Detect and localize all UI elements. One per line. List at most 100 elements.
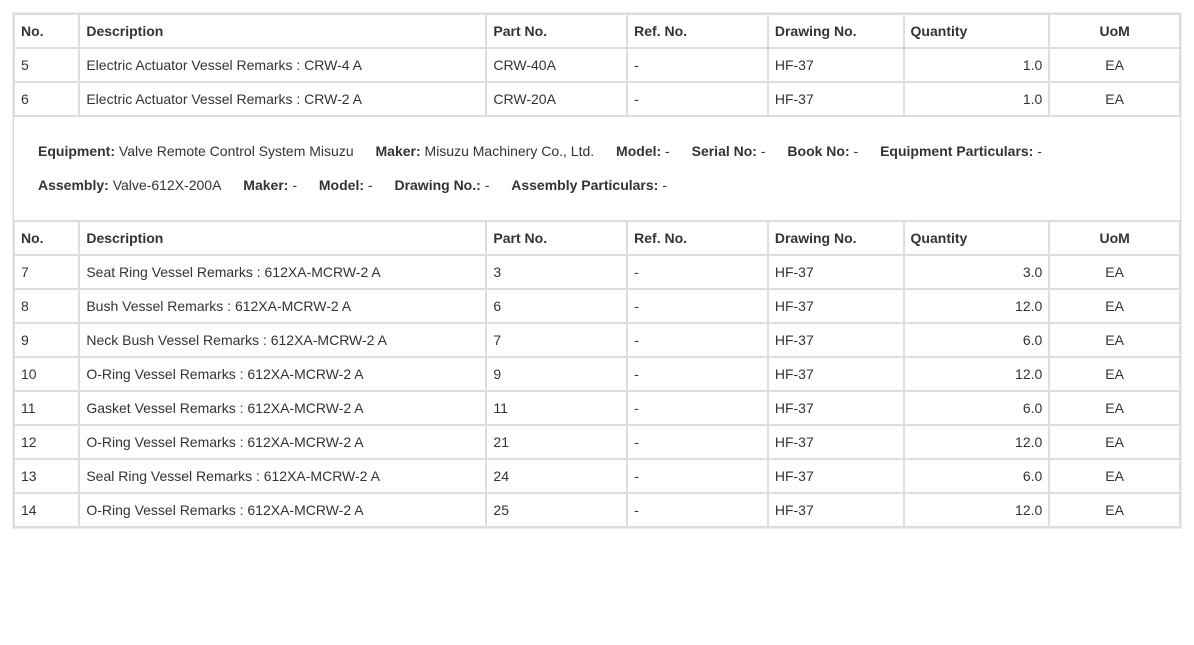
assembly-particulars-value: - xyxy=(662,177,667,193)
cell-refno: - xyxy=(627,48,768,82)
cell-no: 7 xyxy=(14,255,79,289)
cell-partno: CRW-40A xyxy=(486,48,627,82)
cell-description: O-Ring Vessel Remarks : 612XA-MCRW-2 A xyxy=(79,357,486,391)
cell-partno: 6 xyxy=(486,289,627,323)
cell-refno: - xyxy=(627,82,768,116)
cell-quantity: 12.0 xyxy=(904,493,1050,527)
cell-uom: EA xyxy=(1049,289,1180,323)
cell-refno: - xyxy=(627,255,768,289)
cell-description: Bush Vessel Remarks : 612XA-MCRW-2 A xyxy=(79,289,486,323)
cell-uom: EA xyxy=(1049,459,1180,493)
cell-partno: 9 xyxy=(486,357,627,391)
serial-label: Serial No: xyxy=(692,143,757,159)
assembly-model-value: - xyxy=(368,177,373,193)
cell-no: 12 xyxy=(14,425,79,459)
cell-partno: 24 xyxy=(486,459,627,493)
assembly-value: Valve-612X-200A xyxy=(113,177,222,193)
cell-quantity: 6.0 xyxy=(904,323,1050,357)
table-row: 10O-Ring Vessel Remarks : 612XA-MCRW-2 A… xyxy=(14,357,1180,391)
cell-partno: 3 xyxy=(486,255,627,289)
cell-partno: 21 xyxy=(486,425,627,459)
cell-no: 11 xyxy=(14,391,79,425)
col-partno-header: Part No. xyxy=(486,221,627,255)
meta-line-equipment: Equipment: Valve Remote Control System M… xyxy=(38,135,1156,169)
cell-partno: CRW-20A xyxy=(486,82,627,116)
cell-description: O-Ring Vessel Remarks : 612XA-MCRW-2 A xyxy=(79,493,486,527)
cell-no: 9 xyxy=(14,323,79,357)
cell-description: Neck Bush Vessel Remarks : 612XA-MCRW-2 … xyxy=(79,323,486,357)
page-container: No. Description Part No. Ref. No. Drawin… xyxy=(12,12,1182,529)
table-row: 9Neck Bush Vessel Remarks : 612XA-MCRW-2… xyxy=(14,323,1180,357)
model-value: - xyxy=(665,143,670,159)
col-quantity-header: Quantity xyxy=(904,14,1050,48)
cell-drawingno: HF-37 xyxy=(768,357,904,391)
col-uom-header: UoM xyxy=(1049,221,1180,255)
cell-partno: 11 xyxy=(486,391,627,425)
cell-uom: EA xyxy=(1049,82,1180,116)
cell-refno: - xyxy=(627,459,768,493)
cell-quantity: 3.0 xyxy=(904,255,1050,289)
book-value: - xyxy=(854,143,859,159)
table-row: 7Seat Ring Vessel Remarks : 612XA-MCRW-2… xyxy=(14,255,1180,289)
cell-no: 10 xyxy=(14,357,79,391)
cell-drawingno: HF-37 xyxy=(768,255,904,289)
cell-no: 13 xyxy=(14,459,79,493)
cell-drawingno: HF-37 xyxy=(768,493,904,527)
assembly-maker-label: Maker: xyxy=(243,177,288,193)
parts-table-2: No. Description Part No. Ref. No. Drawin… xyxy=(13,221,1181,528)
cell-description: Gasket Vessel Remarks : 612XA-MCRW-2 A xyxy=(79,391,486,425)
cell-quantity: 12.0 xyxy=(904,289,1050,323)
equipment-value: Valve Remote Control System Misuzu xyxy=(119,143,354,159)
cell-drawingno: HF-37 xyxy=(768,48,904,82)
cell-drawingno: HF-37 xyxy=(768,425,904,459)
cell-no: 5 xyxy=(14,48,79,82)
col-partno-header: Part No. xyxy=(486,14,627,48)
col-description-header: Description xyxy=(79,221,486,255)
table-row: 6Electric Actuator Vessel Remarks : CRW-… xyxy=(14,82,1180,116)
cell-partno: 7 xyxy=(486,323,627,357)
cell-quantity: 6.0 xyxy=(904,459,1050,493)
cell-drawingno: HF-37 xyxy=(768,289,904,323)
equipment-label: Equipment: xyxy=(38,143,115,159)
table-row: 11Gasket Vessel Remarks : 612XA-MCRW-2 A… xyxy=(14,391,1180,425)
cell-quantity: 1.0 xyxy=(904,82,1050,116)
table-row: 14O-Ring Vessel Remarks : 612XA-MCRW-2 A… xyxy=(14,493,1180,527)
cell-quantity: 12.0 xyxy=(904,357,1050,391)
col-description-header: Description xyxy=(79,14,486,48)
equipment-meta-block: Equipment: Valve Remote Control System M… xyxy=(13,117,1181,221)
table-row: 13Seal Ring Vessel Remarks : 612XA-MCRW-… xyxy=(14,459,1180,493)
cell-uom: EA xyxy=(1049,48,1180,82)
assembly-maker-value: - xyxy=(292,177,297,193)
cell-no: 14 xyxy=(14,493,79,527)
cell-no: 8 xyxy=(14,289,79,323)
cell-no: 6 xyxy=(14,82,79,116)
assembly-drawing-label: Drawing No.: xyxy=(394,177,480,193)
assembly-label: Assembly: xyxy=(38,177,109,193)
cell-quantity: 6.0 xyxy=(904,391,1050,425)
parts-table-1: No. Description Part No. Ref. No. Drawin… xyxy=(13,13,1181,117)
table-row: 5Electric Actuator Vessel Remarks : CRW-… xyxy=(14,48,1180,82)
col-refno-header: Ref. No. xyxy=(627,14,768,48)
assembly-drawing-value: - xyxy=(485,177,490,193)
col-quantity-header: Quantity xyxy=(904,221,1050,255)
cell-refno: - xyxy=(627,323,768,357)
table-header-row: No. Description Part No. Ref. No. Drawin… xyxy=(14,14,1180,48)
cell-refno: - xyxy=(627,493,768,527)
cell-refno: - xyxy=(627,289,768,323)
cell-uom: EA xyxy=(1049,357,1180,391)
cell-uom: EA xyxy=(1049,323,1180,357)
cell-refno: - xyxy=(627,391,768,425)
serial-value: - xyxy=(761,143,766,159)
cell-partno: 25 xyxy=(486,493,627,527)
book-label: Book No: xyxy=(787,143,849,159)
cell-uom: EA xyxy=(1049,493,1180,527)
col-uom-header: UoM xyxy=(1049,14,1180,48)
model-label: Model: xyxy=(616,143,661,159)
col-drawingno-header: Drawing No. xyxy=(768,14,904,48)
table-row: 12O-Ring Vessel Remarks : 612XA-MCRW-2 A… xyxy=(14,425,1180,459)
cell-uom: EA xyxy=(1049,391,1180,425)
cell-uom: EA xyxy=(1049,425,1180,459)
cell-drawingno: HF-37 xyxy=(768,459,904,493)
table-row: 8Bush Vessel Remarks : 612XA-MCRW-2 A6-H… xyxy=(14,289,1180,323)
cell-description: Electric Actuator Vessel Remarks : CRW-2… xyxy=(79,82,486,116)
